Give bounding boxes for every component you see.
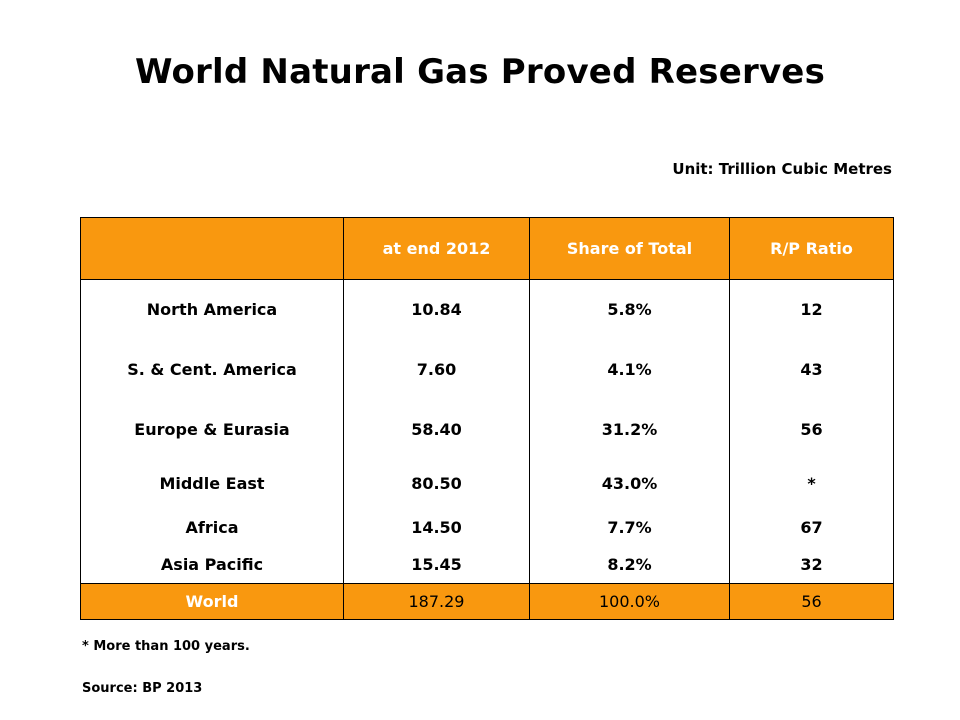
header-cell-region [80, 217, 344, 280]
region-cell: Asia Pacific [80, 545, 344, 584]
reserves-cell: 80.50 [343, 458, 530, 509]
reserves-cell: 58.40 [343, 399, 530, 459]
region-cell: S. & Cent. America [80, 339, 344, 400]
share-cell: 43.0% [529, 458, 730, 509]
rp-ratio-cell: 32 [729, 545, 894, 584]
header-cell-rp-ratio: R/P Ratio [729, 217, 894, 280]
table-row: Middle East 80.50 43.0% * [80, 458, 894, 509]
region-cell: Europe & Eurasia [80, 399, 344, 459]
table-row: North America 10.84 5.8% 12 [80, 279, 894, 340]
region-cell: Middle East [80, 458, 344, 509]
table-row: S. & Cent. America 7.60 4.1% 43 [80, 339, 894, 400]
rp-ratio-cell: 43 [729, 339, 894, 400]
table-row: Africa 14.50 7.7% 67 [80, 508, 894, 546]
rp-ratio-cell: 12 [729, 279, 894, 340]
total-reserves-cell: 187.29 [343, 583, 530, 620]
reserves-table: at end 2012 Share of Total R/P Ratio Nor… [80, 217, 894, 620]
table-row: Europe & Eurasia 58.40 31.2% 56 [80, 399, 894, 459]
region-cell: North America [80, 279, 344, 340]
region-cell: Africa [80, 508, 344, 546]
rp-ratio-cell: * [729, 458, 894, 509]
rp-ratio-cell: 56 [729, 399, 894, 459]
share-cell: 7.7% [529, 508, 730, 546]
share-cell: 8.2% [529, 545, 730, 584]
share-cell: 5.8% [529, 279, 730, 340]
share-cell: 4.1% [529, 339, 730, 400]
header-cell-reserves: at end 2012 [343, 217, 530, 280]
rp-ratio-cell: 67 [729, 508, 894, 546]
reserves-cell: 10.84 [343, 279, 530, 340]
unit-label: Unit: Trillion Cubic Metres [672, 160, 892, 178]
share-cell: 31.2% [529, 399, 730, 459]
page-title: World Natural Gas Proved Reserves [134, 52, 826, 92]
total-share-cell: 100.0% [529, 583, 730, 620]
table-header-row: at end 2012 Share of Total R/P Ratio [80, 217, 894, 280]
footnote: * More than 100 years. [82, 639, 250, 654]
reserves-cell: 7.60 [343, 339, 530, 400]
source-note: Source: BP 2013 [82, 681, 203, 696]
total-rp-ratio-cell: 56 [729, 583, 894, 620]
reserves-cell: 15.45 [343, 545, 530, 584]
reserves-cell: 14.50 [343, 508, 530, 546]
header-cell-share: Share of Total [529, 217, 730, 280]
table-total-row: World 187.29 100.0% 56 [80, 583, 894, 620]
table-row: Asia Pacific 15.45 8.2% 32 [80, 545, 894, 584]
reserves-table-container: at end 2012 Share of Total R/P Ratio Nor… [80, 217, 894, 620]
total-label-cell: World [80, 583, 344, 620]
